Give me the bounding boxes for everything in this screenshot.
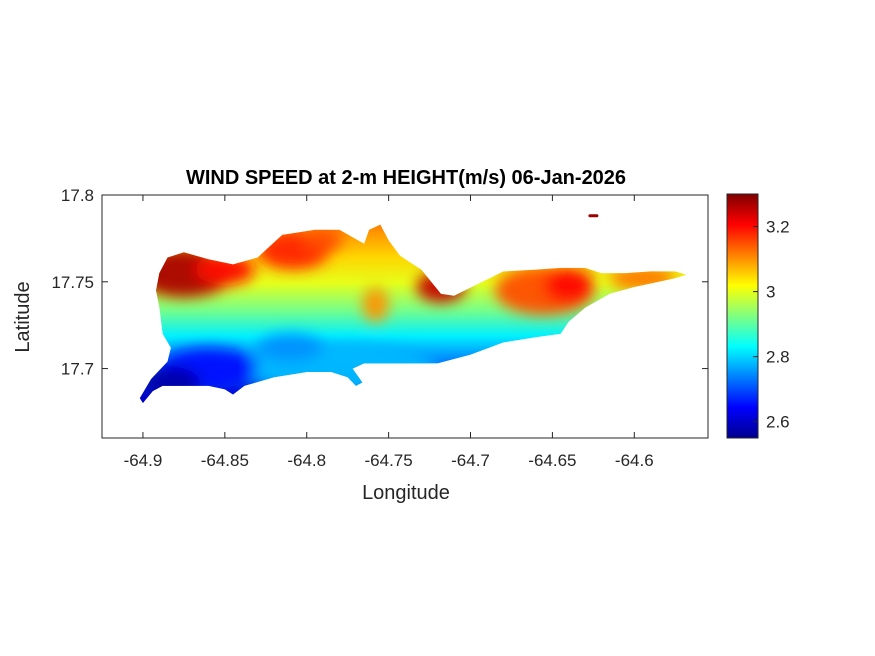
- colorbar-fill: [726, 193, 759, 439]
- x-tick-label: -64.8: [287, 451, 326, 470]
- colorbar: 2.6 2.8 3 3.2: [726, 193, 790, 439]
- x-tick-label: -64.7: [451, 451, 490, 470]
- colorbar-tick-label: 3.2: [766, 218, 790, 237]
- x-tick-label: -64.85: [201, 451, 249, 470]
- color-patch: [362, 287, 389, 322]
- colorbar-tick-label: 2.8: [766, 348, 790, 367]
- y-tick-label: 17.8: [61, 186, 94, 205]
- data-marker-layer: [588, 214, 599, 218]
- y-tick-label: 17.75: [51, 273, 94, 292]
- chart-title: WIND SPEED at 2-m HEIGHT(m/s) 06-Jan-202…: [186, 167, 626, 189]
- colorbar-ticks: 2.6 2.8 3 3.2: [753, 218, 790, 432]
- colorbar-tick-label: 2.6: [766, 413, 790, 432]
- data-marker: [588, 214, 599, 218]
- y-axis-ticks: 17.7 17.75 17.8: [51, 186, 708, 379]
- color-patch: [544, 267, 594, 303]
- y-tick-label: 17.7: [61, 360, 94, 379]
- x-tick-label: -64.9: [124, 451, 163, 470]
- x-axis-ticks: -64.9 -64.85 -64.8 -64.75 -64.7 -64.65 -64.6: [124, 195, 654, 470]
- x-axis-label: Longitude: [362, 482, 450, 504]
- x-tick-label: -64.6: [615, 451, 654, 470]
- color-patch: [303, 228, 343, 253]
- color-patch: [257, 333, 324, 362]
- colorbar-tick-label: 3: [766, 283, 775, 302]
- y-axis-label: Latitude: [12, 281, 34, 352]
- x-tick-label: -64.75: [365, 451, 413, 470]
- plot-area: -64.9 -64.85 -64.8 -64.75 -64.7 -64.65 -64.6 1…: [51, 186, 709, 470]
- x-tick-label: -64.65: [528, 451, 576, 470]
